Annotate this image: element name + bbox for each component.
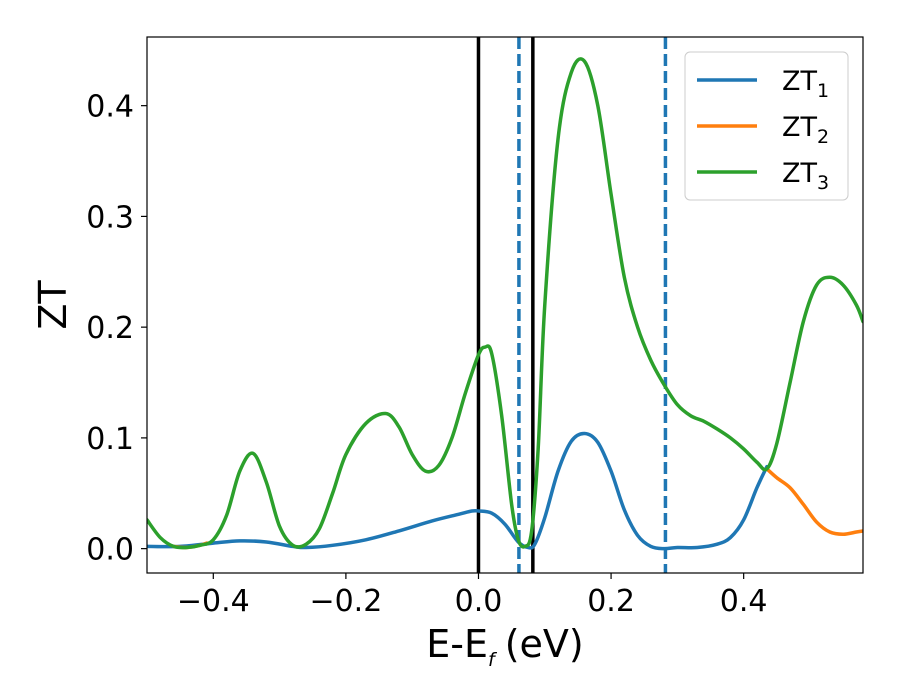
plot-frame [146,36,864,574]
y-axis-ticks: 0.0 0.1 0.2 0.3 0.4 [86,90,147,568]
x-axis-label-unit: (eV) [505,622,584,666]
vertical-reference-lines [476,37,668,573]
y-tick-label: 0.2 [86,311,134,346]
y-tick-label: 0.3 [86,200,134,235]
x-axis-ticks: −0.4 −0.2 0.0 0.2 0.4 [177,573,768,619]
legend-box [684,51,849,201]
legend: ZT1 ZT2 ZT3 [684,51,849,201]
series-zt2-line-segment-1 [765,467,863,536]
y-axis-label: ZT [31,280,75,330]
y-tick-label: 0.4 [86,90,134,125]
x-tick-label: 0.4 [720,584,768,619]
x-tick-label: 0.2 [587,584,635,619]
x-axis-label-sub: f [488,649,498,671]
series-lines [147,57,863,551]
x-tick-label: −0.2 [309,584,382,619]
legend-label-zt1: ZT1 [782,66,829,102]
legend-label-zt3: ZT3 [782,158,829,194]
x-axis-label-main: E-E [426,622,488,666]
y-tick-label: 0.0 [86,533,134,568]
series-zt1-line [147,431,769,551]
series-zt3-line [147,57,863,550]
legend-label-zt2: ZT2 [782,112,829,148]
y-tick-label: 0.1 [86,422,134,457]
x-tick-label: 0.0 [455,584,503,619]
x-axis-label: E-Ef (eV) [426,622,583,671]
x-tick-label: −0.4 [177,584,250,619]
